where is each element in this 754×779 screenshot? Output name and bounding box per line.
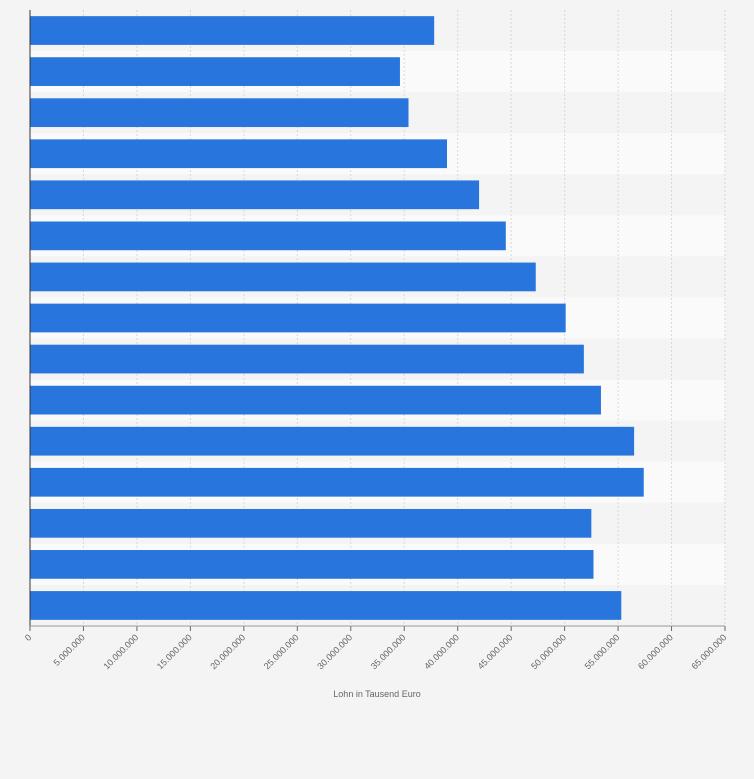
bar: [30, 508, 592, 538]
bar: [30, 16, 435, 45]
x-axis-label: Lohn in Tausend Euro: [333, 689, 420, 699]
x-tick-label: 5.000.000: [51, 632, 86, 667]
x-tick-label: 55.000.000: [583, 632, 622, 671]
x-tick-label: 40.000.000: [422, 632, 461, 671]
bar: [30, 221, 506, 251]
bar: [30, 98, 409, 128]
bar: [30, 385, 601, 415]
bar: [30, 550, 594, 579]
x-tick-label: 15.000.000: [155, 632, 194, 671]
x-tick-label: 10.000.000: [101, 632, 140, 671]
bar: [30, 57, 400, 86]
x-tick-label: 35.000.000: [369, 632, 408, 671]
x-tick-label: 20.000.000: [208, 632, 247, 671]
x-tick-label: 50.000.000: [529, 632, 568, 671]
bar: [30, 139, 447, 169]
bar: [30, 262, 536, 292]
bar: [30, 591, 622, 620]
x-tick-label: 0: [23, 632, 34, 643]
bar: [30, 344, 584, 374]
x-tick-label: 60.000.000: [636, 632, 675, 671]
bar: [30, 426, 635, 456]
bar: [30, 303, 566, 333]
x-tick-label: 30.000.000: [315, 632, 354, 671]
x-tick-label: 65.000.000: [689, 632, 728, 671]
bar: [30, 180, 480, 210]
x-tick-label: 25.000.000: [262, 632, 301, 671]
x-tick-label: 45.000.000: [476, 632, 515, 671]
bar: [30, 467, 644, 497]
